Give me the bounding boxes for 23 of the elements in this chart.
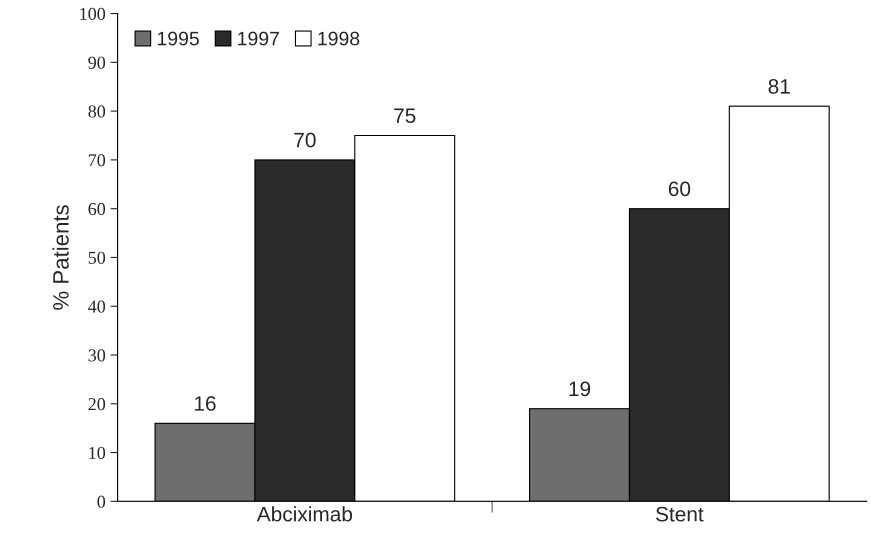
y-tick-label: 30 (88, 349, 106, 362)
y-axis-title: % Patients (52, 205, 69, 310)
y-tick-label: 10 (89, 446, 106, 460)
data-label: 19 (570, 381, 590, 396)
y-tick-label: 50 (88, 252, 106, 264)
y-tick-label: 90 (88, 56, 106, 69)
y-tick-label: 80 (88, 105, 106, 118)
y-tick-label: 40 (88, 300, 106, 313)
y-tick-label: 60 (88, 202, 106, 216)
y-tick-label: 100 (80, 8, 106, 20)
y-tick-label: 20 (88, 398, 106, 410)
legend-label: 1995 (158, 32, 199, 46)
x-tick-label: Abciximab (256, 506, 352, 522)
x-tick-label: Stent (656, 506, 704, 522)
legend-label: 1997 (238, 32, 279, 46)
data-label: 70 (294, 132, 316, 148)
y-tick-label: 0 (97, 496, 106, 508)
data-label: 16 (194, 396, 216, 411)
data-label: 60 (668, 181, 690, 196)
legend-label: 1998 (318, 32, 360, 46)
data-label: 81 (768, 79, 790, 94)
data-label: 75 (394, 108, 416, 124)
y-tick-label: 70 (88, 154, 106, 166)
